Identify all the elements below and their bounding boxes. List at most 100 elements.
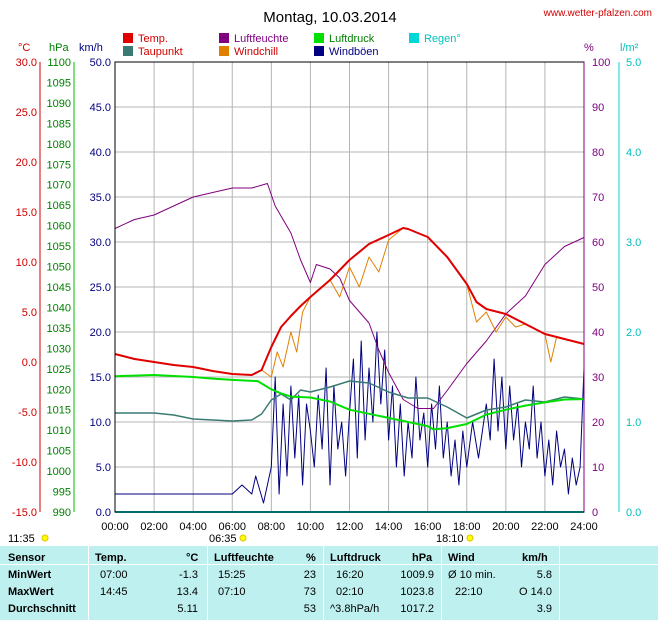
hdr-pressure-unit: hPa bbox=[412, 552, 433, 564]
humidity-tick-label-8: 20 bbox=[592, 417, 604, 429]
wind-tick-label-8: 10.0 bbox=[90, 417, 111, 429]
wind-tick-label-5: 25.0 bbox=[90, 282, 111, 294]
x-tick-label-0: 00:00 bbox=[101, 521, 129, 533]
hdr-humidity-unit: % bbox=[306, 552, 316, 564]
sun-markers: 11:35 06:35 18:10 bbox=[8, 533, 474, 545]
sunset-icon bbox=[466, 534, 474, 542]
max-wind-time: 22:10 bbox=[455, 586, 483, 598]
min-temp-value: -1.3 bbox=[179, 569, 198, 581]
weather-chart: Montag, 10.03.2014 www.wetter-pfalzen.co… bbox=[8, 8, 652, 545]
wind-tick-label-0: 50.0 bbox=[90, 57, 111, 69]
pressure-tick-label-16: 1020 bbox=[47, 384, 71, 396]
unit-temp: °C bbox=[18, 42, 30, 54]
pressure-tick-label-15: 1025 bbox=[47, 364, 71, 376]
humidity-tick-label-9: 10 bbox=[592, 462, 604, 474]
pressure-tick-label-4: 1080 bbox=[47, 139, 71, 151]
temp-tick-label-5: 5.0 bbox=[22, 307, 37, 319]
pressure-tick-label-13: 1035 bbox=[47, 323, 71, 335]
unit-wind: km/h bbox=[79, 42, 103, 54]
hdr-wind: Wind bbox=[448, 552, 475, 564]
max-temp-time: 14:45 bbox=[100, 586, 128, 598]
temp-tick-label-3: 15.0 bbox=[16, 207, 37, 219]
wind-tick-label-1: 45.0 bbox=[90, 102, 111, 114]
legend-dewpoint: Taupunkt bbox=[138, 46, 183, 58]
wind-tick-label-7: 15.0 bbox=[90, 372, 111, 384]
row-min-label: MinWert bbox=[8, 569, 52, 581]
avg-wind-value: 3.9 bbox=[536, 603, 552, 615]
pressure-tick-label-20: 1000 bbox=[47, 466, 71, 478]
wind-tick-label-3: 35.0 bbox=[90, 192, 111, 204]
rain-tick-label-3: 2.0 bbox=[626, 327, 641, 339]
unit-pressure: hPa bbox=[49, 42, 69, 54]
min-temp-time: 07:00 bbox=[100, 569, 128, 581]
legend-temp: Temp. bbox=[138, 33, 168, 45]
series-line-gusts bbox=[115, 331, 585, 504]
pressure-tick-label-2: 1090 bbox=[47, 98, 71, 110]
axis-units: °C hPa km/h % l/m² bbox=[18, 42, 639, 54]
series-line-humidity bbox=[114, 183, 585, 409]
temp-tick-label-8: -10.0 bbox=[12, 457, 37, 469]
legend-swatch-gusts bbox=[314, 46, 324, 56]
hdr-humidity: Luftfeuchte bbox=[214, 552, 274, 564]
pressure-tick-label-7: 1065 bbox=[47, 200, 71, 212]
pressure-tick-label-17: 1015 bbox=[47, 405, 71, 417]
temp-tick-label-2: 20.0 bbox=[16, 157, 37, 169]
humidity-tick-label-7: 30 bbox=[592, 372, 604, 384]
pressure-tick-label-21: 995 bbox=[53, 487, 71, 499]
pressure-tick-label-0: 1100 bbox=[47, 57, 71, 69]
temp-tick-label-7: -5.0 bbox=[18, 407, 37, 419]
series-line-pressure bbox=[114, 374, 585, 431]
avg-temp-value: 5.11 bbox=[177, 603, 198, 615]
x-tick-label-11: 22:00 bbox=[531, 521, 559, 533]
pressure-tick-label-8: 1060 bbox=[47, 221, 71, 233]
max-wind-value: O 14.0 bbox=[518, 586, 552, 598]
pressure-tick-label-9: 1055 bbox=[47, 241, 71, 253]
legend-swatch-temp bbox=[123, 33, 133, 43]
min-press-time: 16:20 bbox=[336, 569, 364, 581]
rain-tick-label-2: 3.0 bbox=[626, 237, 641, 249]
hdr-sensor: Sensor bbox=[8, 552, 46, 564]
rain-tick-label-1: 4.0 bbox=[626, 147, 641, 159]
pressure-tick-label-1: 1095 bbox=[47, 77, 71, 89]
humidity-tick-label-0: 100 bbox=[592, 57, 610, 69]
wind-tick-label-2: 40.0 bbox=[90, 147, 111, 159]
pressure-tick-label-14: 1030 bbox=[47, 343, 71, 355]
humidity-tick-label-6: 40 bbox=[592, 327, 604, 339]
site-url: www.wetter-pfalzen.com bbox=[543, 8, 652, 19]
x-tick-label-6: 12:00 bbox=[336, 521, 364, 533]
legend-rain: Regen° bbox=[424, 33, 461, 45]
humidity-tick-label-1: 90 bbox=[592, 102, 604, 114]
hdr-wind-unit: km/h bbox=[522, 552, 548, 564]
hdr-pressure: Luftdruck bbox=[330, 552, 381, 564]
temp-tick-label-9: -15.0 bbox=[12, 507, 37, 519]
sunrise-label: 06:35 bbox=[209, 533, 237, 545]
legend-swatch-windchill bbox=[219, 46, 229, 56]
max-press-time: 02:10 bbox=[336, 586, 364, 598]
pressure-tick-label-10: 1050 bbox=[47, 262, 71, 274]
min-hum-time: 15:25 bbox=[218, 569, 246, 581]
x-tick-label-4: 08:00 bbox=[258, 521, 286, 533]
x-tick-label-8: 16:00 bbox=[414, 521, 442, 533]
unit-humidity: % bbox=[584, 42, 594, 54]
avg-press-value: 1017.2 bbox=[400, 603, 434, 615]
legend-pressure: Luftdruck bbox=[329, 33, 375, 45]
pressure-tick-label-6: 1070 bbox=[47, 180, 71, 192]
x-tick-label-2: 04:00 bbox=[179, 521, 207, 533]
pressure-tick-label-19: 1005 bbox=[47, 446, 71, 458]
rain-tick-label-0: 5.0 bbox=[626, 57, 641, 69]
x-tick-label-10: 20:00 bbox=[492, 521, 520, 533]
stats-table: Sensor Temp. °C Luftfeuchte % Luftdruck … bbox=[0, 546, 658, 620]
legend-humidity: Luftfeuchte bbox=[234, 33, 288, 45]
series-line-dewpoint bbox=[115, 380, 585, 422]
min-wind-time: Ø 10 min. bbox=[448, 569, 496, 581]
avg-hum-value: 53 bbox=[303, 603, 316, 615]
wind-tick-label-9: 5.0 bbox=[96, 462, 111, 474]
max-hum-value: 73 bbox=[303, 586, 316, 598]
max-temp-value: 13.4 bbox=[176, 586, 198, 598]
humidity-tick-label-3: 70 bbox=[592, 192, 604, 204]
pressure-tick-label-18: 1010 bbox=[47, 425, 71, 437]
max-hum-time: 07:10 bbox=[218, 586, 246, 598]
pressure-tick-label-5: 1075 bbox=[47, 159, 71, 171]
temp-tick-label-6: 0.0 bbox=[22, 357, 37, 369]
min-wind-value: 5.8 bbox=[536, 569, 552, 581]
